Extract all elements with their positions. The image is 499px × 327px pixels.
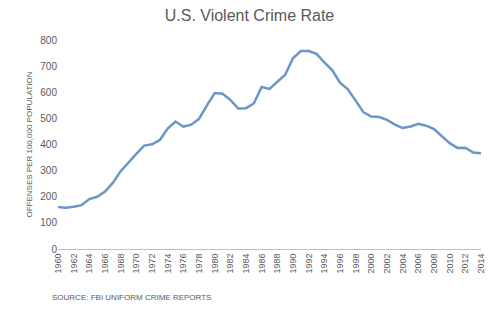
svg-text:2002: 2002 (382, 254, 392, 274)
svg-text:1962: 1962 (69, 254, 79, 274)
svg-text:200: 200 (40, 191, 57, 202)
svg-text:2008: 2008 (429, 254, 439, 274)
svg-text:1994: 1994 (319, 254, 329, 274)
svg-text:100: 100 (40, 217, 57, 228)
svg-text:U.S. Violent Crime Rate: U.S. Violent Crime Rate (165, 7, 335, 24)
svg-text:1972: 1972 (147, 254, 157, 274)
svg-text:1976: 1976 (178, 254, 188, 274)
svg-text:1992: 1992 (304, 254, 314, 274)
svg-text:1998: 1998 (351, 254, 361, 274)
svg-text:2012: 2012 (460, 254, 470, 274)
svg-text:2014: 2014 (476, 254, 486, 274)
svg-text:800: 800 (40, 35, 57, 46)
svg-text:SOURCE: FBI UNIFORM CRIME REPO: SOURCE: FBI UNIFORM CRIME REPORTS (52, 293, 211, 302)
svg-text:1964: 1964 (84, 254, 94, 274)
svg-text:2000: 2000 (366, 254, 376, 274)
svg-text:1966: 1966 (100, 254, 110, 274)
svg-text:1984: 1984 (241, 254, 251, 274)
svg-text:2010: 2010 (445, 254, 455, 274)
svg-text:700: 700 (40, 61, 57, 72)
svg-text:600: 600 (40, 87, 57, 98)
svg-text:2004: 2004 (398, 254, 408, 274)
svg-text:300: 300 (40, 165, 57, 176)
svg-text:1988: 1988 (272, 254, 282, 274)
svg-text:1980: 1980 (210, 254, 220, 274)
svg-text:1978: 1978 (194, 254, 204, 274)
svg-text:1960: 1960 (53, 254, 63, 274)
svg-text:400: 400 (40, 139, 57, 150)
svg-text:1970: 1970 (131, 254, 141, 274)
svg-text:1974: 1974 (163, 254, 173, 274)
svg-text:500: 500 (40, 113, 57, 124)
svg-text:1982: 1982 (225, 254, 235, 274)
svg-text:1996: 1996 (335, 254, 345, 274)
svg-text:1986: 1986 (257, 254, 267, 274)
svg-text:1968: 1968 (116, 254, 126, 274)
svg-text:2006: 2006 (413, 254, 423, 274)
svg-text:1990: 1990 (288, 254, 298, 274)
svg-text:OFFENSES PER 100,000 POPULATIO: OFFENSES PER 100,000 POPULATION (25, 71, 34, 217)
svg-text:0: 0 (51, 244, 57, 255)
